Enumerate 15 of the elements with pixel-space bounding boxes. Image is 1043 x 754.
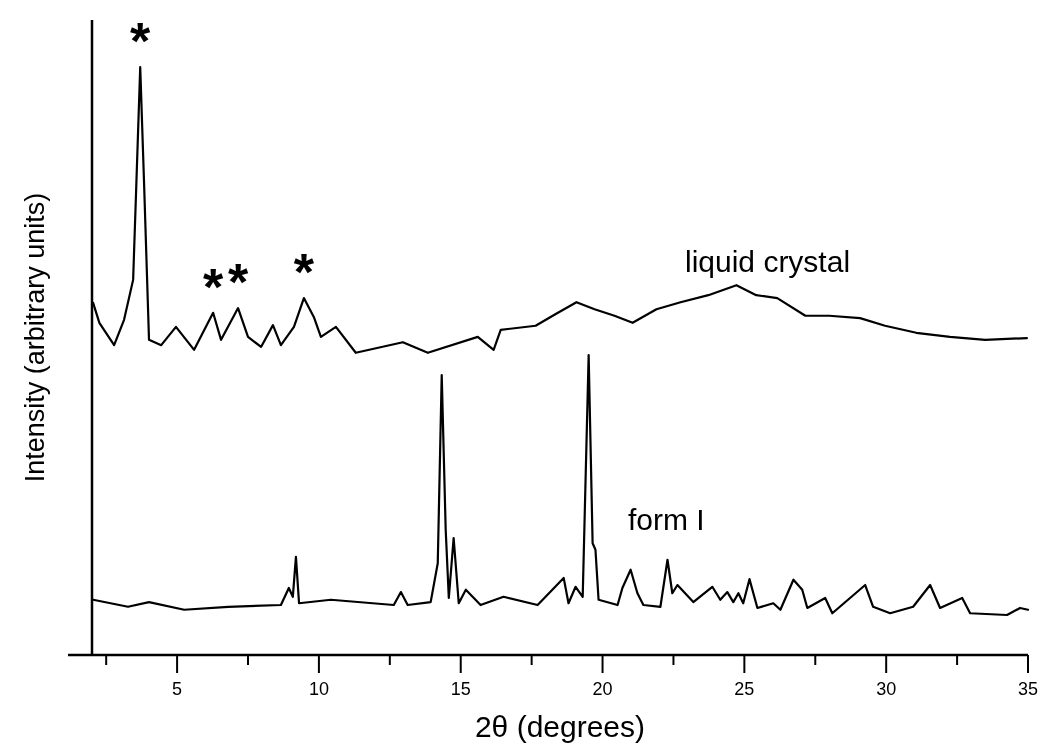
x-tick-label: 35 (1017, 679, 1039, 699)
x-axis-title: 2θ (degrees) (474, 710, 646, 743)
x-tick-label: 15 (450, 679, 471, 699)
annotation: * (293, 243, 315, 302)
x-tick-label: 25 (734, 679, 755, 699)
series-label: form I (628, 503, 705, 536)
annotation: * (227, 253, 249, 312)
y-axis-title: Intensity (arbitrary units) (20, 192, 50, 483)
annotation: * (202, 257, 224, 316)
x-tick-label: 10 (308, 679, 329, 699)
x-tick-label: 5 (172, 679, 183, 699)
x-tick-label: 20 (592, 679, 613, 699)
annotation: * (130, 12, 152, 71)
series-label: liquid crystal (685, 245, 851, 278)
x-tick-label: 30 (876, 679, 897, 699)
